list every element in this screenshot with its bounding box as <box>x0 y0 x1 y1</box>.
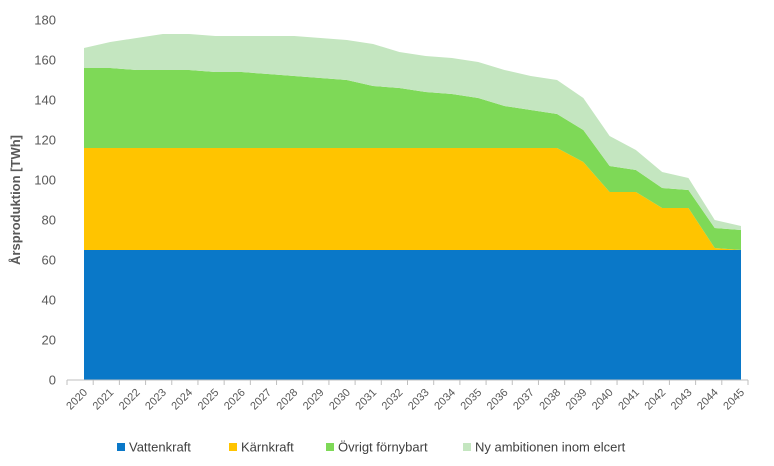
y-tick-label: 40 <box>42 293 56 308</box>
y-tick-label: 120 <box>34 133 56 148</box>
x-tick-label: 2023 <box>143 387 169 413</box>
x-tick-label: 2024 <box>169 387 195 413</box>
x-tick-label: 2020 <box>64 387 90 413</box>
y-tick-label: 160 <box>34 53 56 68</box>
x-tick-label: 2025 <box>196 387 222 413</box>
legend-swatch <box>117 443 125 451</box>
y-tick-label: 60 <box>42 253 56 268</box>
x-tick-label: 2041 <box>616 387 642 413</box>
x-tick-label: 2038 <box>537 387 563 413</box>
x-tick-label: 2033 <box>406 387 432 413</box>
legend: Vattenkraft Kärnkraft Övrigt förnybart Ny a… <box>117 440 626 455</box>
x-tick-label: 2044 <box>695 387 721 413</box>
x-tick-label: 2032 <box>380 387 406 413</box>
x-tick-label: 2021 <box>91 387 117 413</box>
legend-item: Ny ambitionen inom elcert <box>463 440 626 455</box>
x-tick-label: 2031 <box>353 387 379 413</box>
y-tick-label: 100 <box>34 173 56 188</box>
y-axis-title: Årsproduktion [TWh] <box>8 135 23 265</box>
legend-label: Ny ambitionen inom elcert <box>475 440 626 455</box>
x-tick-label: 2039 <box>564 387 590 413</box>
x-tick-label: 2045 <box>721 387 747 413</box>
series-areas <box>84 34 741 380</box>
legend-label: Kärnkraft <box>241 440 294 455</box>
x-tick-label: 2022 <box>117 387 143 413</box>
legend-item: Vattenkraft <box>117 440 191 455</box>
x-tick-label: 2042 <box>642 387 668 413</box>
x-tick-label: 2029 <box>301 387 327 413</box>
legend-item: Övrigt förnybart <box>326 440 428 455</box>
y-tick-label: 20 <box>42 333 56 348</box>
legend-label: Övrigt förnybart <box>338 440 428 455</box>
x-tick-label: 2026 <box>222 387 248 413</box>
x-tick-label: 2030 <box>327 387 353 413</box>
y-axis: 0 20 40 60 80 100 120 140 160 180 <box>34 13 56 388</box>
legend-swatch <box>463 443 471 451</box>
x-tick-label: 2043 <box>669 387 695 413</box>
legend-swatch <box>229 443 237 451</box>
legend-item: Kärnkraft <box>229 440 294 455</box>
area-series-4 <box>84 34 741 230</box>
x-tick-label: 2027 <box>248 387 274 413</box>
area-series-3 <box>84 68 741 250</box>
x-tick-label: 2028 <box>275 387 301 413</box>
y-tick-label: 0 <box>49 373 56 388</box>
area-series-1 <box>84 250 741 380</box>
x-tick-label: 2036 <box>485 387 511 413</box>
x-tick-label: 2037 <box>511 387 537 413</box>
area-series-2 <box>84 148 741 250</box>
x-tick-label: 2035 <box>459 387 485 413</box>
y-tick-label: 180 <box>34 13 56 28</box>
legend-label: Vattenkraft <box>129 440 191 455</box>
y-tick-label: 140 <box>34 93 56 108</box>
x-tick-label: 2040 <box>590 387 616 413</box>
y-tick-label: 80 <box>42 213 56 228</box>
x-tick-label: 2034 <box>432 387 458 413</box>
legend-swatch <box>326 443 334 451</box>
x-axis: 2020 2021 2022 2023 2024 2025 2026 2027 2028 2029… <box>64 379 749 413</box>
